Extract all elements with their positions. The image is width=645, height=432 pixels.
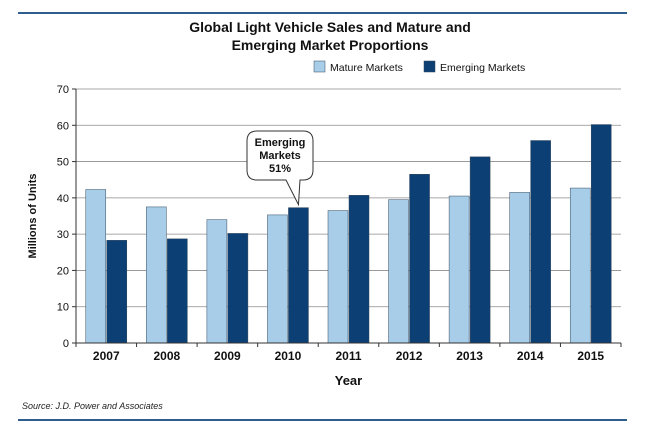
source-note: Source: J.D. Power and Associates <box>22 401 163 411</box>
bar-mature-markets-2007 <box>85 189 107 344</box>
bars-layer <box>85 124 612 344</box>
y-tick-label-50: 50 <box>57 157 69 169</box>
y-tick-label-30: 30 <box>57 229 69 241</box>
x-tick-label-2013: 2013 <box>456 349 483 363</box>
grid-layer <box>76 88 621 308</box>
x-axis-title: Year <box>335 373 362 388</box>
bar-mature-markets-2009 <box>206 219 228 344</box>
chart-title: Global Light Vehicle Sales and Mature an… <box>60 18 600 54</box>
chart-title-line-1: Global Light Vehicle Sales and Mature an… <box>189 19 471 35</box>
bar-emerging-markets-2015 <box>590 124 612 344</box>
callout-bubble <box>246 130 314 207</box>
bar-emerging-markets-2008 <box>167 238 188 344</box>
bar-mature-markets-2015 <box>569 187 591 344</box>
bar-emerging-markets-2011 <box>348 195 370 344</box>
bar-emerging-markets-2013 <box>469 156 491 344</box>
bar-mature-markets-2010 <box>267 214 288 344</box>
bar-mature-markets-2008 <box>146 206 167 344</box>
y-tick-label-0: 0 <box>63 338 69 350</box>
x-tick-label-2011: 2011 <box>335 349 361 363</box>
y-axis-title: Millions of Units <box>27 174 39 259</box>
top-rule <box>18 12 627 14</box>
bar-emerging-markets-2012 <box>409 174 430 344</box>
bar-emerging-markets-2009 <box>227 233 249 344</box>
x-tick-label-2015: 2015 <box>577 349 604 363</box>
bar-mature-markets-2013 <box>448 195 470 344</box>
x-tick-label-2014: 2014 <box>517 349 544 363</box>
callout-line-1: Emerging <box>255 137 306 149</box>
legend: Mature Markets Emerging Markets <box>313 60 525 74</box>
x-tick-label-2009: 2009 <box>214 349 241 363</box>
axes-layer: 0 10 20 30 40 50 60 70 2007 2008 2009 2010 2011 2012 2… <box>27 84 622 388</box>
bar-mature-markets-2014 <box>509 192 530 344</box>
y-tick-label-20: 20 <box>57 265 69 277</box>
bar-mature-markets-2011 <box>327 210 349 344</box>
chart-title-line-2: Emerging Market Proportions <box>231 37 429 53</box>
bottom-rule <box>18 419 627 421</box>
callout-line-3: 51% <box>269 163 291 175</box>
y-tick-label-60: 60 <box>57 120 69 132</box>
y-tick-label-70: 70 <box>57 84 69 96</box>
bar-mature-markets-2012 <box>388 199 409 344</box>
legend-label-emerging-markets: Emerging Markets <box>440 62 525 74</box>
bar-emerging-markets-2010 <box>288 207 309 344</box>
x-tick-label-2007: 2007 <box>93 349 120 363</box>
legend-swatch-emerging-markets <box>423 60 436 73</box>
callout-line-2: Markets <box>259 150 301 162</box>
bar-emerging-markets-2007 <box>106 240 128 344</box>
legend-swatch-mature-markets <box>313 60 326 73</box>
y-tick-label-10: 10 <box>57 302 69 314</box>
legend-label-mature-markets: Mature Markets <box>330 62 403 74</box>
bar-emerging-markets-2014 <box>530 140 551 344</box>
y-tick-label-40: 40 <box>57 193 69 205</box>
x-tick-label-2008: 2008 <box>153 349 180 363</box>
x-tick-label-2010: 2010 <box>275 349 302 363</box>
x-tick-label-2012: 2012 <box>396 349 423 363</box>
